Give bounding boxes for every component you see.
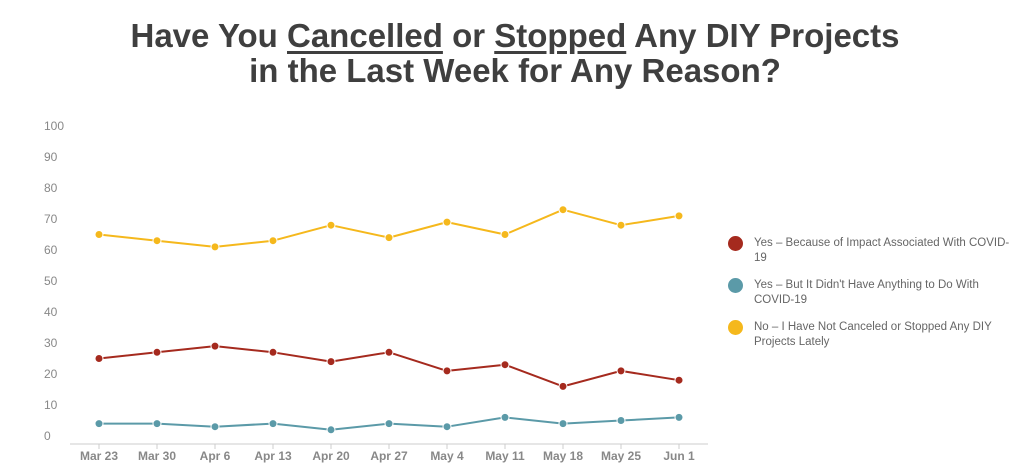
series-1-point <box>500 360 510 370</box>
series-2-point <box>152 419 162 429</box>
series-1-point <box>384 347 394 357</box>
y-tick-label-40: 40 <box>44 305 58 319</box>
legend-item-2: Yes – But It Didn't Have Anything to Do … <box>728 278 1018 308</box>
y-tick-label-80: 80 <box>44 181 58 195</box>
series-1-point <box>152 347 162 357</box>
series-2-point <box>442 422 452 432</box>
series-1-point <box>94 354 104 363</box>
series-1-point <box>268 347 278 357</box>
chart-title-line-2: in the Last Week for Any Reason? <box>249 52 781 89</box>
series-3-point <box>384 233 394 243</box>
chart-legend: Yes – Because of Impact Associated With … <box>728 236 1018 362</box>
series-3-point <box>268 236 278 246</box>
legend-marker-2 <box>728 278 743 293</box>
y-tick-label-20: 20 <box>44 367 58 381</box>
series-2-point <box>558 419 568 429</box>
legend-label-2: Yes – But It Didn't Have Anything to Do … <box>754 279 979 306</box>
series-1-point <box>442 366 452 376</box>
series-3-point <box>94 230 104 239</box>
chart-title-line-1: Have You Cancelled or Stopped Any DIY Pr… <box>130 17 900 54</box>
legend-item-1: Yes – Because of Impact Associated With … <box>728 236 1018 266</box>
y-tick-label-50: 50 <box>44 274 58 288</box>
series-2-point <box>384 419 394 429</box>
legend-item-3: No – I Have Not Canceled or Stopped Any … <box>728 320 1018 350</box>
series-1-point <box>326 357 336 367</box>
series-2-point <box>616 416 626 425</box>
y-tick-label-90: 90 <box>44 150 58 164</box>
title-underline-stopped: Stopped <box>494 17 627 54</box>
y-tick-label-30: 30 <box>44 336 58 350</box>
x-tick-label-apr-20: Apr 20 <box>312 449 350 463</box>
y-tick-label-70: 70 <box>44 212 58 226</box>
legend-marker-1 <box>728 236 743 251</box>
x-tick-label-may-25: May 25 <box>601 449 641 463</box>
series-2-point <box>210 422 220 432</box>
series-1-point <box>616 366 626 376</box>
x-tick-label-apr-6: Apr 6 <box>200 449 231 463</box>
x-tick-label-may-4: May 4 <box>430 449 464 463</box>
series-3-point <box>674 211 684 221</box>
y-tick-label-60: 60 <box>44 243 58 257</box>
series-2-point <box>500 412 510 422</box>
series-3-point <box>442 217 452 227</box>
series-2-point <box>94 419 104 429</box>
series-2-point <box>674 412 684 422</box>
chart-title: Have You Cancelled or Stopped Any DIY Pr… <box>0 18 1030 88</box>
x-tick-label-jun-1: Jun 1 <box>663 449 695 463</box>
series-3-point <box>152 236 162 246</box>
series-2-point <box>268 419 278 429</box>
series-3-point <box>210 242 220 252</box>
x-tick-label-apr-27: Apr 27 <box>370 449 408 463</box>
legend-label-3: No – I Have Not Canceled or Stopped Any … <box>754 321 992 348</box>
series-3-point <box>558 205 568 215</box>
series-2-point <box>326 425 336 435</box>
x-tick-label-mar-30: Mar 30 <box>138 449 176 463</box>
series-3-point <box>326 220 336 230</box>
series-3-point <box>616 220 626 230</box>
y-tick-label-0: 0 <box>44 429 51 443</box>
series-3-point <box>500 230 510 239</box>
x-tick-label-apr-13: Apr 13 <box>254 449 292 463</box>
series-1-point <box>674 375 684 385</box>
x-tick-label-mar-23: Mar 23 <box>80 449 118 463</box>
y-tick-label-100: 100 <box>44 119 64 133</box>
series-1-point <box>210 341 220 351</box>
series-1-point <box>558 381 568 391</box>
y-tick-label-10: 10 <box>44 398 58 412</box>
legend-label-1: Yes – Because of Impact Associated With … <box>754 237 1010 264</box>
x-tick-label-may-11: May 11 <box>485 449 525 463</box>
legend-marker-3 <box>728 320 743 335</box>
x-tick-label-may-18: May 18 <box>543 449 583 463</box>
title-underline-cancelled: Cancelled <box>287 17 443 54</box>
